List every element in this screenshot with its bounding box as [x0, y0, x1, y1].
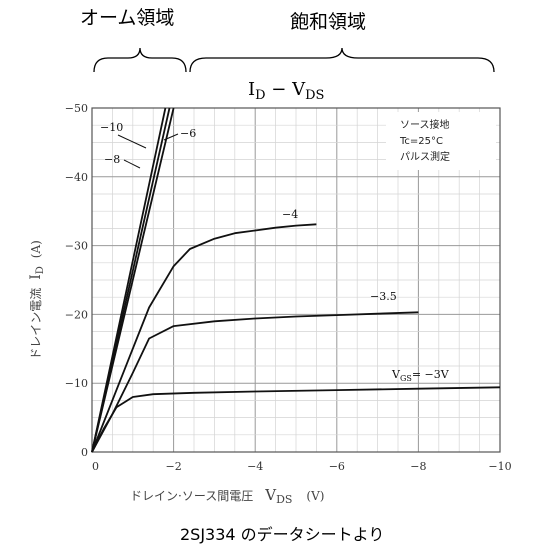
x-axis-label-text: ドレイン·ソース間電圧 [130, 489, 253, 503]
series-label: −4 [282, 208, 298, 221]
chart-title-dash: − [266, 79, 293, 100]
ohmic-region-header: オーム領域 [80, 7, 174, 29]
condition-pulse: パルス測定 [400, 150, 450, 163]
saturation-region-header: 飽和領域 [290, 11, 366, 33]
x-axis-var-sub: DS [276, 493, 292, 506]
conditions-box [386, 112, 496, 170]
label-leader [117, 134, 147, 149]
x-tick-label: −10 [488, 460, 511, 473]
y-tick-label: −40 [65, 171, 88, 184]
label-leader [123, 159, 141, 169]
series-label: −3.5 [370, 290, 397, 303]
chart-title-i: I [248, 79, 255, 100]
tick-labels: 0 −2 −4 −6 −8 −10 0 −10 −20 −30 −40 −50 [65, 102, 512, 473]
ohmic-region-brace [93, 47, 187, 73]
chart-title-i-sub: D [255, 88, 265, 103]
series-line [91, 223, 317, 453]
series-line [91, 107, 167, 453]
condition-temperature: Tc=25°C [399, 136, 443, 147]
x-tick-label: −2 [165, 460, 181, 473]
x-axis-var: V [264, 486, 277, 504]
chart-title-v: V [291, 79, 306, 100]
series-label: −6 [180, 127, 196, 140]
y-axis-label: ドレイン電流 ID (A) [28, 240, 46, 360]
y-tick-label: −30 [65, 240, 88, 253]
chart-title: ID − VDS [248, 79, 324, 103]
curves: VGS= −3V −3.5 −4 −6 −8 −10 [91, 107, 501, 453]
x-tick-label: −8 [410, 460, 426, 473]
series-label: −8 [104, 153, 120, 166]
x-axis-unit: (V) [306, 489, 324, 503]
x-tick-label: −4 [247, 460, 263, 473]
series-label: −10 [100, 121, 123, 134]
saturation-region-brace [189, 47, 495, 73]
series-label: VGS= −3V [391, 368, 450, 383]
series-line [91, 311, 419, 453]
y-axis-label-text: ドレイン電流 [29, 288, 43, 360]
chart-title-v-sub: DS [305, 88, 324, 103]
x-tick-label: −6 [329, 460, 345, 473]
plot-frame [91, 107, 501, 453]
y-axis-var: I [28, 274, 44, 280]
y-axis-var-sub: D [35, 266, 46, 274]
svg-text:ドレイン電流ID(A): ドレイン電流 ID (A) [28, 240, 46, 360]
y-tick-label: −50 [65, 102, 88, 115]
condition-source-grounded: ソース接地 [400, 118, 450, 131]
x-tick-label: 0 [92, 460, 99, 473]
caption: 2SJ334 のデータシートより [180, 525, 384, 544]
y-tick-label: −20 [65, 308, 88, 321]
x-axis-label: ドレイン·ソース間電圧 VDS (V) [130, 486, 324, 506]
y-tick-label: −10 [65, 377, 88, 390]
label-leader [163, 133, 179, 141]
y-tick-label: 0 [81, 446, 88, 459]
y-axis-unit: (A) [29, 240, 43, 258]
